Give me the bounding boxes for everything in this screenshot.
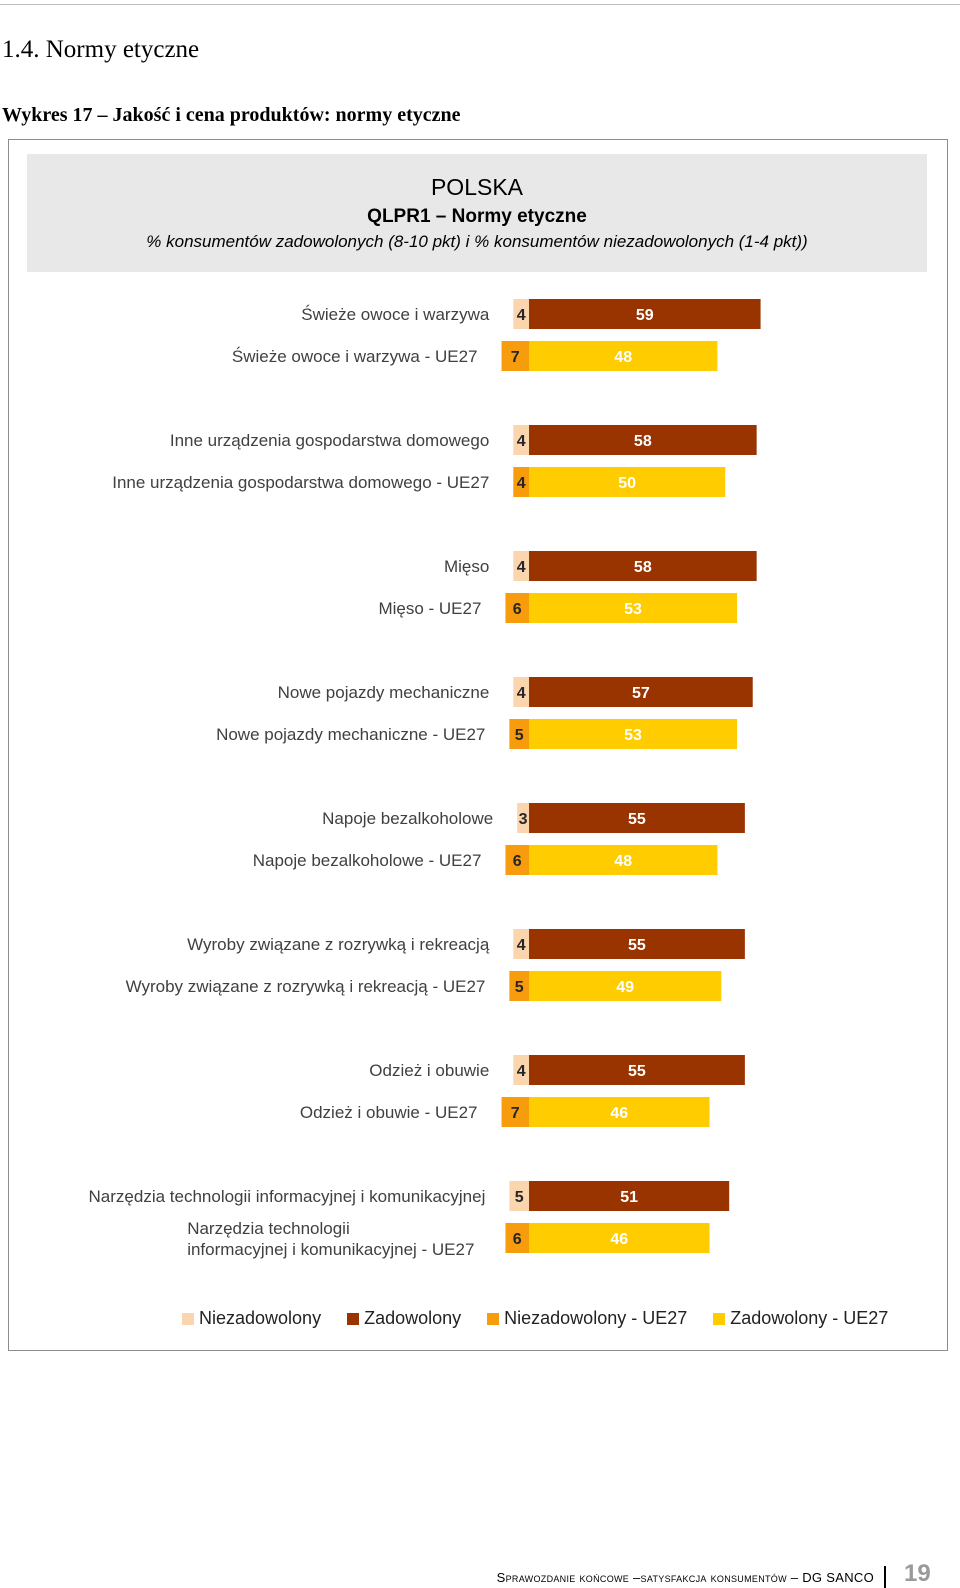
legend-label-niezadowolony-ue27: Niezadowolony - UE27	[504, 1308, 688, 1328]
legend-item-zadowolony: Zadowolony	[347, 1308, 461, 1329]
legend-swatch-niezadowolony	[182, 1312, 194, 1325]
page-number: 19	[904, 1560, 931, 1587]
legend-swatch-niezadowolony-ue27	[487, 1312, 500, 1325]
legend-label-zadowolony: Zadowolony	[364, 1308, 462, 1328]
legend-swatch-zadowolony	[347, 1312, 360, 1325]
legend-label-niezadowolony: Niezadowolony	[199, 1308, 322, 1328]
chart-caption: Wykres 17 – Jakość i cena produktów: nor…	[2, 104, 461, 126]
chart-title: POLSKA	[430, 174, 524, 200]
chart-title-box: POLSKA QLPR1 – Normy etyczne % konsument…	[27, 154, 927, 272]
legend-swatch-zadowolony-ue27	[713, 1312, 726, 1325]
legend-item-zadowolony-ue27: Zadowolony - UE27	[713, 1308, 888, 1329]
chart-legend: Niezadowolony Zadowolony Niezadowolony -…	[182, 1308, 888, 1329]
top-rule	[0, 4, 960, 5]
section-heading: 1.4. Normy etyczne	[2, 36, 200, 63]
legend-item-niezadowolony: Niezadowolony	[182, 1308, 321, 1329]
chart-description: % konsumentów zadowolonych (8-10 pkt) i …	[146, 232, 808, 251]
footer-text: Sprawozdanie końcowe –satysfakcja konsum…	[496, 1570, 874, 1585]
chart-frame	[8, 139, 948, 1351]
legend-item-niezadowolony-ue27: Niezadowolony - UE27	[487, 1308, 687, 1329]
legend-label-zadowolony-ue27: Zadowolony - UE27	[730, 1308, 889, 1328]
footer-divider	[884, 1566, 886, 1588]
chart-subtitle: QLPR1 – Normy etyczne	[367, 206, 587, 227]
